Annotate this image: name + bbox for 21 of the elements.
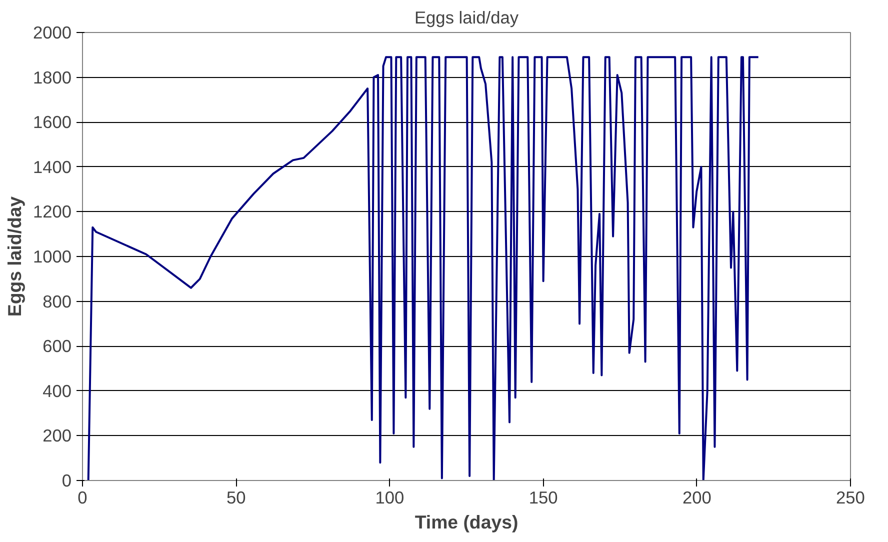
line-series — [87, 56, 760, 480]
y-tick-label: 800 — [42, 291, 72, 312]
y-tick-label: 400 — [42, 380, 72, 401]
y-tick-label: 200 — [42, 426, 72, 446]
x-tick-label: 200 — [682, 488, 712, 508]
y-tick-label: 1800 — [32, 67, 72, 88]
x-tick-label: 150 — [528, 488, 558, 508]
y-tick-label: 1400 — [32, 156, 72, 177]
x-tick-label: 100 — [375, 488, 404, 508]
y-tick-label: 600 — [42, 336, 72, 356]
y-tick-label: 1600 — [32, 112, 72, 132]
y-tick-label: 0 — [62, 470, 72, 490]
y-tick-label: 2000 — [32, 22, 72, 42]
y-axis-title: Eggs laid/day — [4, 196, 25, 317]
x-tick-label: 0 — [78, 488, 88, 508]
x-tick-label: 250 — [836, 488, 865, 508]
y-tick-label: 1200 — [32, 202, 72, 222]
y-tick-label: 1000 — [32, 246, 72, 266]
x-tick-label: 50 — [226, 488, 246, 508]
chart-title: Eggs laid/day — [414, 8, 519, 28]
x-axis-title: Time (days) — [414, 512, 518, 532]
